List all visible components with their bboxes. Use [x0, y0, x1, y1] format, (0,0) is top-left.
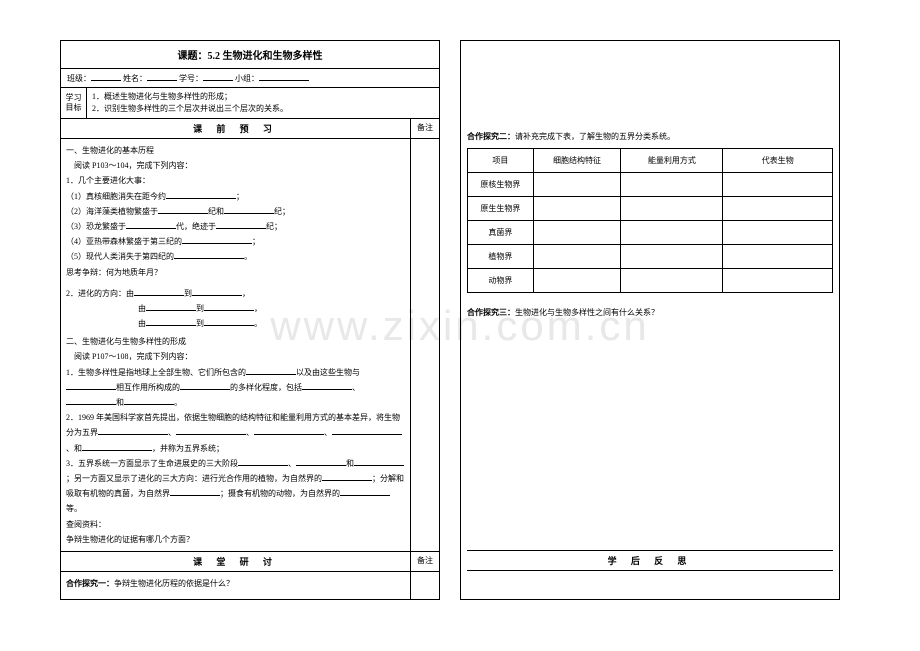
class-label: 班级：	[67, 74, 91, 83]
reflect-box: 学 后 反 思	[467, 550, 833, 593]
row-label: 植物界	[468, 245, 534, 269]
page-2: 合作探究二：请补充完成下表，了解生物的五界分类系统。 项目 细胞结构特征 能量利…	[460, 40, 840, 600]
section-a-title: 一、生物进化的基本历程	[66, 143, 405, 158]
discuss-header: 课 堂 研 讨	[61, 552, 411, 571]
item-a1-2: （2）海洋藻类植物繁盛于纪和纪；	[66, 204, 405, 219]
id-label: 学号：	[179, 74, 203, 83]
col-project: 项目	[468, 149, 534, 173]
table-row: 真菌界	[468, 221, 833, 245]
read-b: 阅读 P107～108，完成下列内容：	[66, 349, 405, 364]
item-b3: 3．五界系统一方面显示了生命进展史的三大阶段、和；另一方面又显示了进化的三大方向…	[66, 456, 405, 517]
discuss-side	[411, 572, 439, 599]
learning-goal-content: 1．概述生物进化与生物多样性的形成； 2．识别生物多样性的三个层次并说出三个层次…	[87, 88, 439, 118]
classification-table: 项目 细胞结构特征 能量利用方式 代表生物 原核生物界 原生生物界 真菌界 植物…	[467, 148, 833, 293]
item-a1-5: （5）现代人类消失于第四纪的。	[66, 249, 405, 264]
section-b-title: 二、生物进化与生物多样性的形成	[66, 334, 405, 349]
student-info-row: 班级： 姓名： 学号： 小组：	[61, 69, 439, 88]
page-container: 课题：5.2 生物进化和生物多样性 班级： 姓名： 学号： 小组： 学习目标 1…	[0, 0, 920, 640]
table-row: 动物界	[468, 269, 833, 293]
think-a: 思考争辩：何为地质年月？	[66, 265, 405, 280]
coop2-title: 合作探究二：请补充完成下表，了解生物的五界分类系统。	[467, 131, 833, 142]
reflect-content	[467, 571, 833, 593]
learning-goal-row: 学习目标 1．概述生物进化与生物多样性的形成； 2．识别生物多样性的三个层次并说…	[61, 88, 439, 119]
preview-content: 一、生物进化的基本历程 阅读 P103～104，完成下列内容： 1．几个主要进化…	[61, 139, 411, 551]
name-label: 姓名：	[123, 74, 147, 83]
row-label: 真菌界	[468, 221, 534, 245]
goal-1: 1．概述生物进化与生物多样性的形成；	[92, 91, 434, 103]
preview-side-header: 备注	[411, 119, 439, 138]
item-a1-3: （3）恐龙繁盛于代，绝迹于纪；	[66, 219, 405, 234]
discuss-side-header: 备注	[411, 552, 439, 571]
discuss-header-row: 课 堂 研 讨 备注	[61, 551, 439, 572]
preview-header-row: 课 前 预 习 备注	[61, 119, 439, 139]
row-label: 动物界	[468, 269, 534, 293]
table-row: 植物界	[468, 245, 833, 269]
coop1: 合作探究一：争辩生物进化历程的依据是什么？	[66, 576, 405, 591]
preview-header: 课 前 预 习	[61, 119, 411, 138]
row-label: 原生生物界	[468, 197, 534, 221]
item-a1-1: （1）真核细胞消失在距今约；	[66, 189, 405, 204]
preview-content-row: 一、生物进化的基本历程 阅读 P103～104，完成下列内容： 1．几个主要进化…	[61, 139, 439, 551]
item-a1-4: （4）亚热带森林繁盛于第三纪的；	[66, 234, 405, 249]
item-a1: 1．几个主要进化大事：	[66, 173, 405, 188]
table-row: 原核生物界	[468, 173, 833, 197]
goal-2: 2．识别生物多样性的三个层次并说出三个层次的关系。	[92, 103, 434, 115]
lesson-title: 课题：5.2 生物进化和生物多样性	[61, 41, 439, 69]
preview-side	[411, 139, 439, 551]
col-energy: 能量利用方式	[621, 149, 723, 173]
table-row: 原生生物界	[468, 197, 833, 221]
group-label: 小组：	[235, 74, 259, 83]
table-header-row: 项目 细胞结构特征 能量利用方式 代表生物	[468, 149, 833, 173]
item-b1: 1．生物多样性是指地球上全部生物、它们所包含的以及由这些生物与相互作用所构成的的…	[66, 365, 405, 411]
discuss-content-row: 合作探究一：争辩生物进化历程的依据是什么？	[61, 572, 439, 599]
col-structure: 细胞结构特征	[533, 149, 621, 173]
item-a2: 2．进化的方向：由到，	[66, 286, 405, 301]
reflect-header: 学 后 反 思	[467, 551, 833, 571]
learning-goal-label: 学习目标	[61, 88, 87, 118]
coop3-title: 合作探究三：生物进化与生物多样性之间有什么关系？	[467, 307, 833, 318]
item-b2: 2．1969 年美国科学家首先提出，依据生物细胞的结构特征和能量利用方式的基本差…	[66, 410, 405, 456]
item-a2b: 由到，	[66, 301, 405, 316]
ref-label: 查阅资料：	[66, 517, 405, 532]
col-rep: 代表生物	[723, 149, 833, 173]
page-1: 课题：5.2 生物进化和生物多样性 班级： 姓名： 学号： 小组： 学习目标 1…	[60, 40, 440, 600]
ref-q: 争辩生物进化的证据有哪几个方面？	[66, 532, 405, 547]
discuss-content: 合作探究一：争辩生物进化历程的依据是什么？	[61, 572, 411, 599]
row-label: 原核生物界	[468, 173, 534, 197]
item-a2c: 由到。	[66, 316, 405, 331]
read-a: 阅读 P103～104，完成下列内容：	[66, 158, 405, 173]
